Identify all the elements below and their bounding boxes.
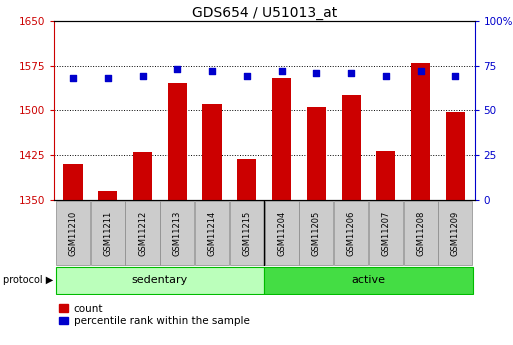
FancyBboxPatch shape: [126, 201, 160, 265]
Bar: [64, 164, 83, 200]
FancyBboxPatch shape: [439, 201, 472, 265]
Text: GSM11212: GSM11212: [138, 210, 147, 256]
Bar: [133, 152, 152, 200]
Point: [417, 68, 425, 74]
Text: GSM11214: GSM11214: [208, 210, 216, 256]
Bar: [446, 111, 465, 200]
Point: [347, 70, 355, 76]
Text: protocol ▶: protocol ▶: [3, 275, 53, 285]
Bar: [272, 78, 291, 200]
Text: GSM11208: GSM11208: [416, 210, 425, 256]
Title: GDS654 / U51013_at: GDS654 / U51013_at: [191, 6, 337, 20]
FancyBboxPatch shape: [264, 267, 473, 294]
Bar: [168, 83, 187, 200]
FancyBboxPatch shape: [91, 201, 125, 265]
Text: GSM11210: GSM11210: [69, 210, 77, 256]
Point: [278, 68, 286, 74]
Bar: [377, 151, 396, 200]
Point: [451, 73, 460, 79]
Point: [312, 70, 321, 76]
Text: GSM11211: GSM11211: [103, 210, 112, 256]
Point: [139, 73, 147, 79]
Legend: count, percentile rank within the sample: count, percentile rank within the sample: [59, 304, 249, 326]
FancyBboxPatch shape: [369, 201, 403, 265]
Point: [382, 73, 390, 79]
FancyBboxPatch shape: [230, 201, 264, 265]
Text: GSM11209: GSM11209: [451, 210, 460, 256]
FancyBboxPatch shape: [56, 201, 90, 265]
Text: GSM11204: GSM11204: [277, 210, 286, 256]
Text: GSM11205: GSM11205: [312, 210, 321, 256]
Point: [104, 75, 112, 81]
FancyBboxPatch shape: [195, 201, 229, 265]
FancyBboxPatch shape: [265, 201, 299, 265]
Bar: [203, 105, 222, 200]
Text: GSM11206: GSM11206: [347, 210, 356, 256]
Point: [208, 68, 216, 74]
Point: [243, 73, 251, 79]
FancyBboxPatch shape: [334, 201, 368, 265]
Text: GSM11207: GSM11207: [381, 210, 390, 256]
Point: [69, 75, 77, 81]
FancyBboxPatch shape: [160, 201, 194, 265]
FancyBboxPatch shape: [55, 267, 264, 294]
Bar: [342, 96, 361, 200]
Point: [173, 66, 182, 72]
Bar: [98, 191, 117, 200]
FancyBboxPatch shape: [404, 201, 438, 265]
Bar: [411, 62, 430, 200]
Bar: [307, 107, 326, 200]
Text: GSM11213: GSM11213: [173, 210, 182, 256]
Text: active: active: [351, 275, 385, 285]
Text: sedentary: sedentary: [132, 275, 188, 285]
FancyBboxPatch shape: [299, 201, 333, 265]
Bar: [237, 159, 256, 200]
Text: GSM11215: GSM11215: [242, 210, 251, 256]
